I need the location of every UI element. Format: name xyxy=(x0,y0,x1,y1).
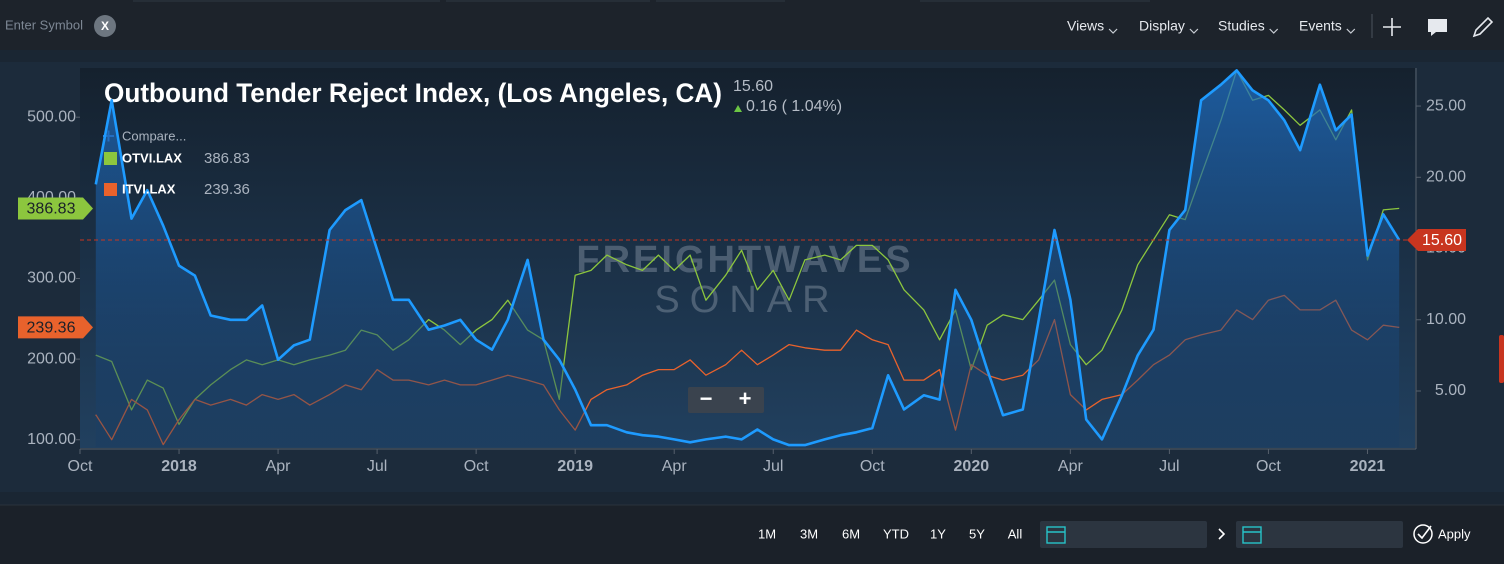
value-badge-label: 239.36 xyxy=(27,320,76,337)
price-badge xyxy=(1407,228,1466,251)
start-date-input[interactable] xyxy=(1040,521,1207,548)
x-tick-label: Apr xyxy=(662,458,688,475)
plot xyxy=(76,68,1421,454)
y2-tick-label: 20.00 xyxy=(1426,169,1466,186)
x-tick-label: Oct xyxy=(860,458,885,475)
range-button[interactable]: 5Y xyxy=(969,526,985,541)
toolbar xyxy=(0,0,1504,50)
comment-icon[interactable] xyxy=(1428,19,1447,36)
draw-icon[interactable] xyxy=(1472,16,1494,38)
legend-name[interactable]: ITVI.LAX xyxy=(122,181,176,196)
range-button[interactable]: All xyxy=(1008,526,1023,541)
up-arrow xyxy=(734,105,742,112)
value-badge xyxy=(18,316,93,339)
x-tick-label: 2019 xyxy=(557,458,593,475)
x-tick-label: Apr xyxy=(266,458,292,475)
compare-link[interactable]: Compare... xyxy=(122,128,186,143)
y2-tick-label: 10.00 xyxy=(1426,311,1466,328)
y-tick-label: 500.00 xyxy=(27,108,76,125)
clear-label[interactable]: X xyxy=(101,19,109,33)
x-tick-label: Jul xyxy=(1159,458,1179,475)
menu-item[interactable]: Display xyxy=(1139,18,1185,34)
series-area xyxy=(95,70,1400,448)
chart-title: Outbound Tender Reject Index, (Los Angel… xyxy=(104,78,722,108)
legend-name[interactable]: OTVI.LAX xyxy=(122,150,182,165)
legend-swatch xyxy=(104,152,117,165)
symbol-input[interactable]: Enter Symbol xyxy=(5,17,83,32)
value-badge xyxy=(18,197,93,220)
legend-value: 239.36 xyxy=(204,181,250,198)
range-button[interactable]: 1M xyxy=(758,526,776,541)
x-tick-label: 2018 xyxy=(161,458,197,475)
zoom-out[interactable]: − xyxy=(700,386,713,411)
range-button[interactable]: 1Y xyxy=(930,526,946,541)
y-tick-label: 100.00 xyxy=(27,431,76,448)
x-tick-label: Jul xyxy=(763,458,783,475)
x-tick-label: 2020 xyxy=(954,458,990,475)
y-tick-label: 300.00 xyxy=(27,270,76,287)
add-icon[interactable] xyxy=(1383,18,1401,36)
x-tick-label: Apr xyxy=(1058,458,1084,475)
menu-chevron xyxy=(1189,28,1199,34)
menu-chevron xyxy=(1108,28,1118,34)
zoom-in[interactable]: + xyxy=(739,386,752,411)
menu-chevron xyxy=(1269,28,1279,34)
menu-item[interactable]: Studies xyxy=(1218,18,1265,34)
series-line xyxy=(94,69,1401,447)
apply-check[interactable] xyxy=(1417,525,1432,540)
y2-tick-label: 5.00 xyxy=(1435,382,1466,399)
calendar-icons xyxy=(1046,526,1262,544)
range-arrow xyxy=(1218,528,1226,540)
price-change: 0.16 ( 1.04%) xyxy=(746,98,842,115)
price: 15.60 xyxy=(733,78,773,95)
menu-item[interactable]: Events xyxy=(1299,18,1342,34)
clear-button[interactable] xyxy=(94,15,116,37)
legend-value: 386.83 xyxy=(204,150,250,167)
menu-item[interactable]: Views xyxy=(1067,18,1104,34)
value-badge-label: 386.83 xyxy=(27,201,76,218)
apply-icon[interactable] xyxy=(1413,524,1433,544)
x-tick-label: 2021 xyxy=(1350,458,1386,475)
price-badge-label: 15.60 xyxy=(1422,232,1462,249)
range-button[interactable]: 3M xyxy=(800,526,818,541)
menu-chevron xyxy=(1346,28,1356,34)
end-date-input[interactable] xyxy=(1236,521,1403,548)
y-tick-label: 200.00 xyxy=(27,350,76,367)
apply-button[interactable]: Apply xyxy=(1438,526,1471,541)
watermark-product: SONAR xyxy=(654,279,839,321)
x-tick-label: Oct xyxy=(1256,458,1281,475)
x-tick-label: Oct xyxy=(68,458,93,475)
zoom-control xyxy=(688,387,764,413)
x-tick-label: Jul xyxy=(367,458,387,475)
range-button[interactable]: 6M xyxy=(842,526,860,541)
range-button[interactable]: YTD xyxy=(883,526,909,541)
legend-swatch xyxy=(104,183,117,196)
side-tab[interactable] xyxy=(1499,335,1504,383)
y2-tick-label: 25.00 xyxy=(1426,97,1466,114)
x-tick-label: Oct xyxy=(464,458,489,475)
